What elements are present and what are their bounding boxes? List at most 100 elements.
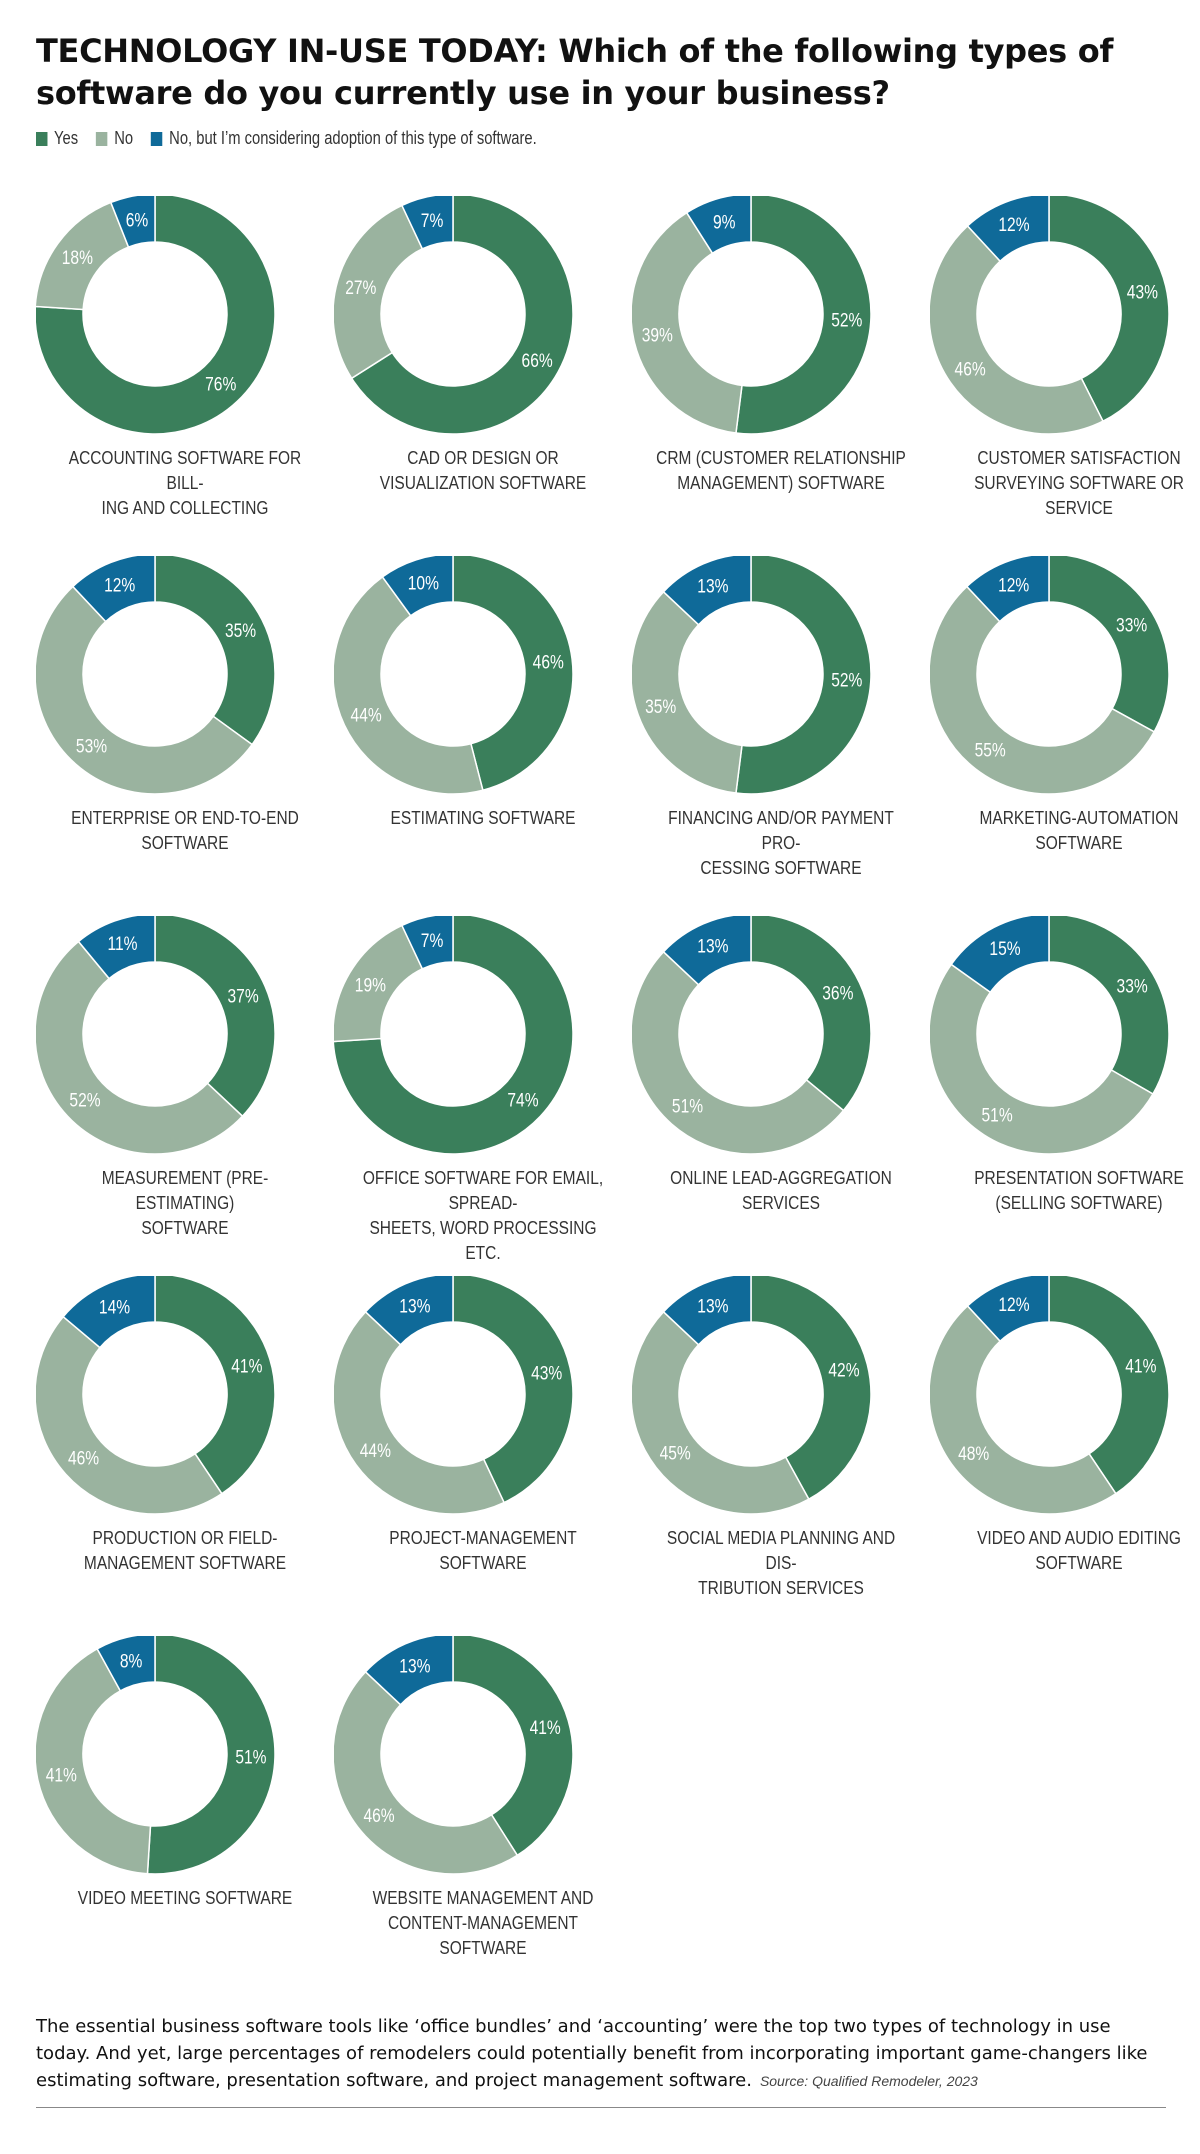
donut-svg: 76% 18% 6% <box>36 196 276 435</box>
donut-chart-online-lead-aggregation-services: 36% 51% 13% ONLINE LEAD-AGGREGATION SERVICE… <box>632 916 930 1276</box>
donut-svg: 41% 46% 13% <box>334 1636 574 1875</box>
donut-svg: 74% 19% 7% <box>334 916 574 1155</box>
donut-chart-label: MEASUREMENT (PRE-ESTIMATING) SOFTWARE <box>101 1168 269 1238</box>
donut-svg: 52% 35% 13% <box>632 556 872 795</box>
data-label-yes: 74% <box>507 1089 538 1111</box>
donut-segment-yes <box>452 1636 574 1857</box>
legend-swatch-yes <box>36 131 48 146</box>
donut-segment-no <box>930 224 1104 435</box>
donut-chart-label: ENTERPRISE OR END-TO-END SOFTWARE <box>71 808 299 853</box>
donut-chart-production-or-field-management-software: 41% 46% 14% PRODUCTION OR FIELD- MANAGEMENT… <box>36 1276 334 1636</box>
data-label-no: 51% <box>672 1095 703 1117</box>
donut-chart-website-management-and-content-managemen: 41% 46% 13% WEBSITE MANAGEMENT AND CONTENT-… <box>334 1636 632 1996</box>
data-label-considering: 9% <box>713 211 736 233</box>
donut-segment-considering <box>966 196 1050 263</box>
data-label-yes: 36% <box>822 982 853 1004</box>
donut-segment-considering <box>950 916 1050 994</box>
data-label-yes: 52% <box>831 669 862 691</box>
donut-segment-no <box>36 585 254 795</box>
donut-svg: 41% 48% 12% <box>930 1276 1170 1515</box>
donut-chart-crm-customer-relationship-management-sof: 52% 39% 9% CRM (CUSTOMER RELATIONSHIP MANAG… <box>632 196 930 556</box>
donut-segment-no <box>930 1304 1117 1515</box>
data-label-no: 44% <box>351 704 382 726</box>
donut-segment-considering <box>965 556 1050 623</box>
donut-svg: 43% 44% 13% <box>334 1276 574 1515</box>
data-label-yes: 41% <box>1125 1355 1156 1377</box>
data-label-yes: 33% <box>1116 614 1147 636</box>
data-label-considering: 10% <box>408 572 439 594</box>
legend-label-no: No <box>114 128 134 148</box>
donut-segment-yes <box>154 1276 276 1495</box>
donut-segment-no <box>36 1315 223 1515</box>
data-label-considering: 13% <box>697 1295 728 1317</box>
data-label-considering: 13% <box>399 1295 430 1317</box>
data-label-considering: 7% <box>421 929 444 951</box>
donut-chart-label: VIDEO AND AUDIO EDITING SOFTWARE <box>977 1528 1181 1573</box>
data-label-considering: 11% <box>107 933 137 955</box>
data-label-yes: 51% <box>235 1746 266 1768</box>
donut-segment-yes <box>350 196 574 435</box>
data-label-yes: 46% <box>533 651 564 673</box>
donut-segment-no <box>334 575 484 795</box>
legend-label-yes: Yes <box>54 128 79 148</box>
data-label-no: 48% <box>958 1443 989 1465</box>
donut-segment-considering <box>77 916 156 980</box>
donut-segment-no <box>632 950 845 1155</box>
donut-chart-label: ONLINE LEAD-AGGREGATION SERVICES <box>670 1168 892 1213</box>
data-label-yes: 41% <box>530 1716 561 1738</box>
data-label-considering: 13% <box>697 575 728 597</box>
data-label-considering: 12% <box>998 214 1029 236</box>
data-label-considering: 8% <box>120 1650 143 1672</box>
donut-svg: 43% 46% 12% <box>930 196 1170 435</box>
donut-chart-label: PRESENTATION SOFTWARE (SELLING SOFTWARE) <box>974 1168 1184 1213</box>
donut-chart-label: CAD OR DESIGN OR VISUALIZATION SOFTWARE <box>379 448 587 493</box>
data-label-no: 52% <box>69 1089 100 1111</box>
legend-swatch-no <box>96 131 108 146</box>
data-label-yes: 33% <box>1117 975 1148 997</box>
footnote-text: The essential business software tools li… <box>36 2016 1148 2091</box>
legend-swatch-considering <box>151 131 163 146</box>
donut-segment-considering <box>71 556 156 623</box>
legend: Yes No No, but I’m considering adoption … <box>36 128 537 149</box>
donut-segment-considering <box>96 1636 156 1692</box>
donut-segment-considering <box>364 1636 454 1706</box>
data-label-yes: 76% <box>205 373 236 395</box>
donut-segment-considering <box>662 1276 752 1346</box>
data-label-considering: 7% <box>421 209 444 231</box>
donut-segment-yes <box>36 196 276 435</box>
data-label-yes: 37% <box>228 985 259 1007</box>
donut-chart-enterprise-or-end-to-end-software: 35% 53% 12% ENTERPRISE OR END-TO-END SOFTWA… <box>36 556 334 916</box>
data-label-yes: 43% <box>1127 281 1158 303</box>
donut-segment-considering <box>381 556 454 617</box>
donut-chart-grid: 76% 18% 6% ACCOUNTING SOFTWARE FOR BILL- IN… <box>36 196 1184 1958</box>
legend-item-no: No <box>96 128 133 149</box>
data-label-considering: 13% <box>697 935 728 957</box>
donut-chart-social-media-planning-and-dis-tribution-: 42% 45% 13% SOCIAL MEDIA PLANNING AND DIS- … <box>632 1276 930 1636</box>
donut-segment-yes <box>735 196 872 435</box>
donut-segment-considering <box>400 916 454 970</box>
chart-title-question: Which of the following types of software… <box>36 32 1114 112</box>
data-label-yes: 66% <box>522 349 553 371</box>
donut-svg: 66% 27% 7% <box>334 196 574 435</box>
donut-svg: 46% 44% 10% <box>334 556 574 795</box>
data-label-no: 41% <box>46 1764 77 1786</box>
donut-svg: 36% 51% 13% <box>632 916 872 1155</box>
data-label-no: 27% <box>345 276 376 298</box>
data-label-no: 44% <box>360 1439 391 1461</box>
data-label-no: 19% <box>355 974 386 996</box>
donut-segment-yes <box>452 1276 574 1504</box>
donut-chart-label: OFFICE SOFTWARE FOR EMAIL, SPREAD- SHEET… <box>362 1168 604 1263</box>
data-label-no: 51% <box>982 1104 1013 1126</box>
donut-chart-label: ACCOUNTING SOFTWARE FOR BILL- ING AND CO… <box>68 448 302 518</box>
donut-segment-no <box>36 940 244 1155</box>
chart-title-lead: TECHNOLOGY IN-USE TODAY: <box>36 32 548 70</box>
donut-chart-label: PRODUCTION OR FIELD- MANAGEMENT SOFTWARE <box>83 1528 287 1573</box>
data-label-no: 39% <box>642 324 673 346</box>
data-label-no: 46% <box>363 1804 394 1826</box>
data-label-yes: 43% <box>531 1362 562 1384</box>
donut-chart-label: SOCIAL MEDIA PLANNING AND DIS- TRIBUTION… <box>666 1528 896 1598</box>
donut-segment-no <box>334 1670 519 1875</box>
donut-segment-yes <box>334 916 574 1155</box>
donut-chart-label: CUSTOMER SATISFACTION SURVEYING SOFTWARE… <box>974 448 1184 518</box>
donut-segment-yes <box>146 1636 276 1875</box>
